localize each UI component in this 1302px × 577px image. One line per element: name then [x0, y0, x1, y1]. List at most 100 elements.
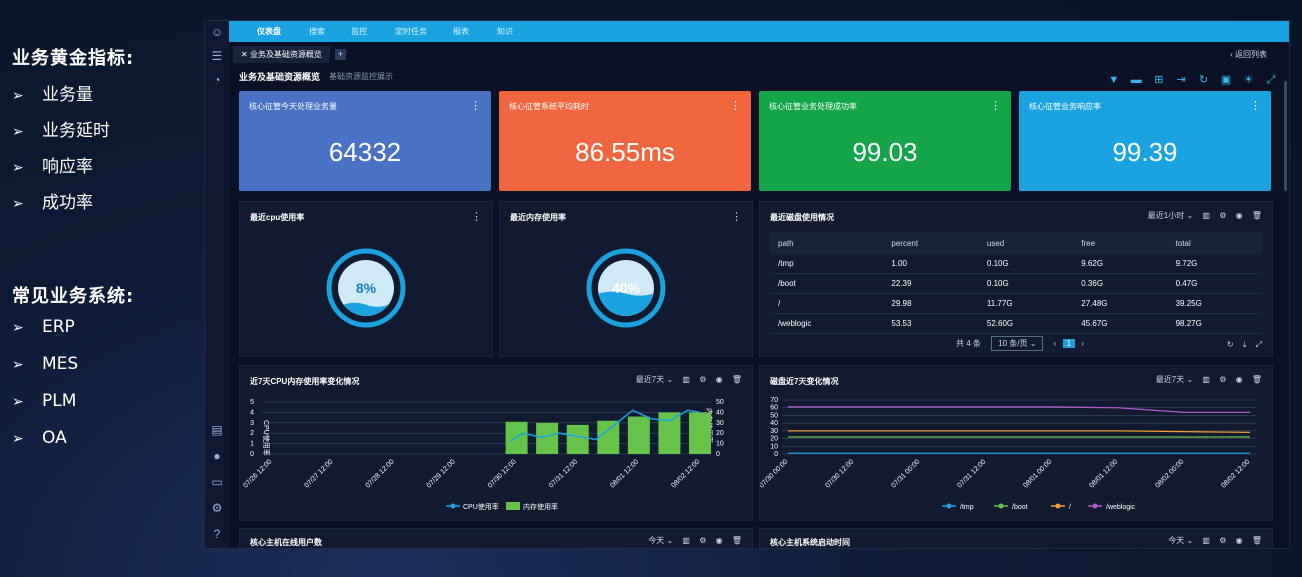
legend-label[interactable]: 内存使用率	[523, 502, 558, 511]
save-icon[interactable]: ▣	[1220, 74, 1232, 86]
theme-icon[interactable]: ☀	[1243, 74, 1254, 86]
page-size-select[interactable]: 10 条/页 ⌄	[991, 336, 1044, 351]
series-line[interactable]	[788, 430, 1251, 434]
add-icon[interactable]: ⊞	[1154, 74, 1164, 86]
legend-label[interactable]: /tmp	[960, 504, 974, 511]
kpi-value: 64332	[328, 137, 402, 167]
memory-bar[interactable]	[566, 424, 589, 454]
delete-icon[interactable]: 🗑	[1251, 211, 1262, 220]
chart-icon[interactable]: ▥	[1202, 211, 1210, 220]
cpu-line[interactable]	[510, 409, 701, 443]
user-icon[interactable]: ●	[213, 449, 221, 463]
series-line[interactable]	[788, 406, 1250, 413]
kpi-card[interactable]: 核心征管业务响应率 ⋮ 99.39	[1019, 91, 1271, 191]
range-select[interactable]: 最近7天 ⌄	[635, 375, 674, 384]
kpi-card[interactable]: 核心征管业务处理成功率 ⋮ 99.03	[759, 91, 1011, 191]
nav-item[interactable]: 报表	[453, 27, 469, 36]
bullet-arrow-icon: ➢	[12, 160, 24, 176]
settings-icon[interactable]: ◉	[715, 375, 723, 384]
tab-overview[interactable]: ✕ 业务及基础资源概览	[233, 46, 330, 63]
nav-item[interactable]: 监控	[351, 27, 367, 36]
next-page-button[interactable]: ›	[1081, 339, 1084, 348]
back-to-list-link[interactable]: ‹ 返回列表	[1230, 46, 1267, 63]
export-icon[interactable]: ⇥	[1176, 74, 1186, 86]
column-header[interactable]: path	[770, 232, 884, 254]
nav-item[interactable]: 搜索	[309, 27, 325, 36]
filter-icon[interactable]: ▼	[1108, 74, 1120, 86]
table-row[interactable]: /tmp 1.00 0.10G 9.62G 9.72G	[770, 254, 1262, 274]
online-users-tools: 今天 ⌄ ▥ ⚙ ◉ 🗑	[634, 535, 742, 546]
memory-bar[interactable]	[536, 422, 559, 454]
delete-icon[interactable]: 🗑	[1251, 536, 1262, 545]
range-select[interactable]: 最近1小时 ⌄	[1147, 211, 1194, 220]
prev-page-button[interactable]: ‹	[1053, 339, 1057, 348]
settings-icon[interactable]: ◉	[1235, 536, 1243, 545]
memory-bar[interactable]	[689, 412, 711, 454]
column-header[interactable]: percent	[883, 232, 979, 254]
kpi-card[interactable]: 核心征管系统平均耗时 ⋮ 86.55ms	[499, 91, 751, 191]
message-icon[interactable]: ▤	[211, 423, 223, 437]
delete-icon[interactable]: 🗑	[731, 375, 742, 384]
more-icon[interactable]: ⋮	[990, 100, 1001, 112]
fullscreen-icon[interactable]: ⤢	[1255, 340, 1262, 349]
chart-icon[interactable]: ▥	[682, 536, 690, 545]
column-header[interactable]: total	[1167, 232, 1262, 254]
more-icon[interactable]: ⋮	[731, 211, 742, 223]
more-icon[interactable]: ⋮	[730, 100, 741, 112]
add-tab-button[interactable]: +	[335, 49, 346, 60]
range-select[interactable]: 最近7天 ⌄	[1155, 375, 1194, 384]
legend-label[interactable]: /	[1069, 504, 1071, 511]
column-header[interactable]: used	[978, 232, 1074, 254]
chart-icon[interactable]: ▥	[682, 375, 690, 384]
table-row[interactable]: /boot 22.39 0.10G 0.36G 0.47G	[770, 273, 1262, 294]
legend-label[interactable]: /boot	[1012, 504, 1028, 511]
gear-icon[interactable]: ⚙	[1219, 375, 1227, 384]
legend-label[interactable]: /weblogic	[1106, 504, 1136, 511]
gear-icon[interactable]: ⚙	[699, 375, 707, 384]
help-icon[interactable]: ?	[213, 527, 221, 541]
range-select[interactable]: 今天 ⌄	[648, 536, 674, 545]
table-row[interactable]: /29.98 11.77G 27.48G 39.25G	[770, 293, 1262, 314]
legend-label[interactable]: CPU使用率	[463, 502, 499, 511]
kpi-title: 核心征管业务处理成功率	[769, 102, 857, 111]
close-icon[interactable]: ✕	[241, 50, 248, 59]
delete-icon[interactable]: 🗑	[1251, 375, 1262, 384]
table-cell: 22.39	[883, 273, 979, 294]
refresh-icon[interactable]: ↻	[1226, 340, 1234, 349]
settings-icon[interactable]: ◉	[1235, 375, 1243, 384]
legend-swatch	[506, 502, 520, 510]
tab-bar: ✕ 业务及基础资源概览 + ‹ 返回列表	[229, 46, 1289, 63]
table-row[interactable]: /weblogic 53.53 52.60G 45.67G 98.27G	[770, 313, 1262, 334]
gear-icon[interactable]: ⚙	[1219, 211, 1227, 220]
settings-icon[interactable]: ◉	[715, 536, 723, 545]
settings-icon[interactable]: ◉	[1235, 211, 1243, 220]
gear-icon[interactable]: ⚙	[211, 501, 223, 515]
nav-item[interactable]: 定时任务	[395, 27, 427, 36]
fullscreen-icon[interactable]: ⤢	[1266, 74, 1276, 86]
kpi-card[interactable]: 核心征管今天处理业务量 ⋮ 64332	[239, 91, 491, 191]
scrollbar[interactable]	[1284, 81, 1287, 191]
page-number[interactable]: 1	[1062, 339, 1076, 348]
chart-icon[interactable]: ▥	[1202, 375, 1210, 384]
more-icon[interactable]: ⋮	[470, 100, 481, 112]
gear-icon[interactable]: ⚙	[699, 536, 707, 545]
nav-item[interactable]: 仪表盘	[257, 27, 281, 36]
column-header[interactable]: free	[1073, 232, 1168, 254]
memory-bar[interactable]	[658, 412, 681, 454]
user-badge-icon[interactable]: ☺	[210, 25, 224, 39]
delete-icon[interactable]: 🗑	[731, 536, 742, 545]
range-select[interactable]: 今天 ⌄	[1168, 536, 1194, 545]
nav-item[interactable]: 知识	[497, 27, 513, 36]
download-icon[interactable]: ⤓	[1242, 340, 1247, 349]
memory-bar[interactable]	[627, 416, 650, 454]
refresh-icon[interactable]: ↻	[1199, 74, 1209, 86]
memory-bar[interactable]	[597, 420, 620, 454]
toggle-icon[interactable]: ▬	[1130, 74, 1142, 86]
more-icon[interactable]: ⋮	[1250, 100, 1261, 112]
monitor-icon[interactable]: ▭	[211, 475, 223, 489]
pie-chart-icon[interactable]: ◔	[213, 73, 221, 87]
gear-icon[interactable]: ⚙	[1219, 536, 1227, 545]
menu-collapse-icon[interactable]: ☰	[211, 49, 223, 63]
chart-icon[interactable]: ▥	[1202, 536, 1210, 545]
more-icon[interactable]: ⋮	[471, 211, 482, 223]
